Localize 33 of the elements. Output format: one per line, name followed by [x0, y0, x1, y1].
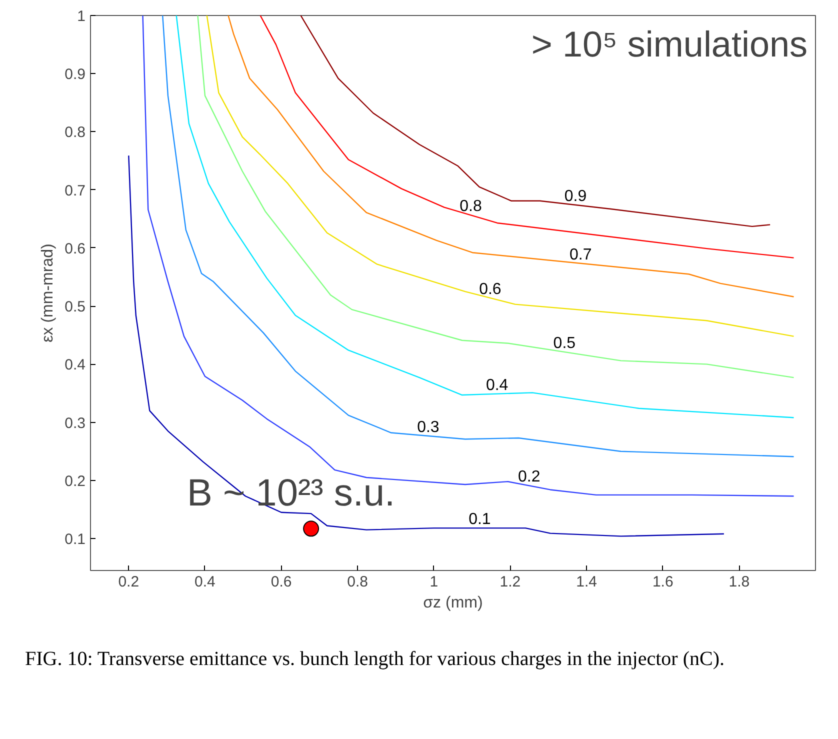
series-label: 0.3: [417, 418, 440, 436]
x-tick-label: 0.8: [347, 574, 368, 590]
series-label: 0.1: [468, 511, 491, 528]
line-series: [128, 154, 725, 537]
annotation: > 10⁵ simulations: [531, 24, 808, 64]
y-tick-label: 0.4: [64, 356, 86, 374]
y-tick-label: 0.9: [64, 66, 86, 84]
x-tick-label: 0.6: [270, 574, 292, 590]
caption: FIG. 10: Transverse emittance vs. bunch length for various charges in the injector (nC).: [25, 647, 724, 672]
y-tick-label: 0.3: [64, 414, 86, 432]
y-tick-label: 0.2: [64, 472, 86, 490]
x-tick-label: 1.6: [652, 574, 674, 590]
series-label: 0.2: [518, 468, 540, 486]
y-tick-label: 0.5: [64, 298, 86, 316]
x-tick-label: 1.4: [576, 574, 597, 590]
series-label: 0.8: [460, 198, 482, 216]
x-tick-label: 0.4: [194, 574, 216, 590]
series-label: 0.9: [564, 188, 587, 205]
x-tick-label: 0.2: [118, 574, 140, 590]
x-tick-label: 1.2: [500, 574, 521, 590]
y-tick-label: 0.7: [64, 182, 86, 200]
x-axis-title: σz (mm): [423, 594, 483, 612]
x-tick-label: 1: [430, 574, 438, 590]
series-label: 0.6: [479, 280, 502, 298]
series-label: 0.7: [570, 246, 592, 264]
y-tick-label: 0.8: [64, 124, 86, 142]
x-tick-label: 1.8: [728, 574, 750, 590]
y-tick-label: 0.6: [64, 240, 86, 258]
y-axis-title: εx (mm-mrad): [40, 244, 57, 342]
y-tick-label: 0.1: [64, 531, 86, 548]
series-label: 0.4: [486, 376, 508, 394]
y-tick-label: 1: [77, 8, 86, 25]
series-label: 0.5: [553, 334, 576, 352]
